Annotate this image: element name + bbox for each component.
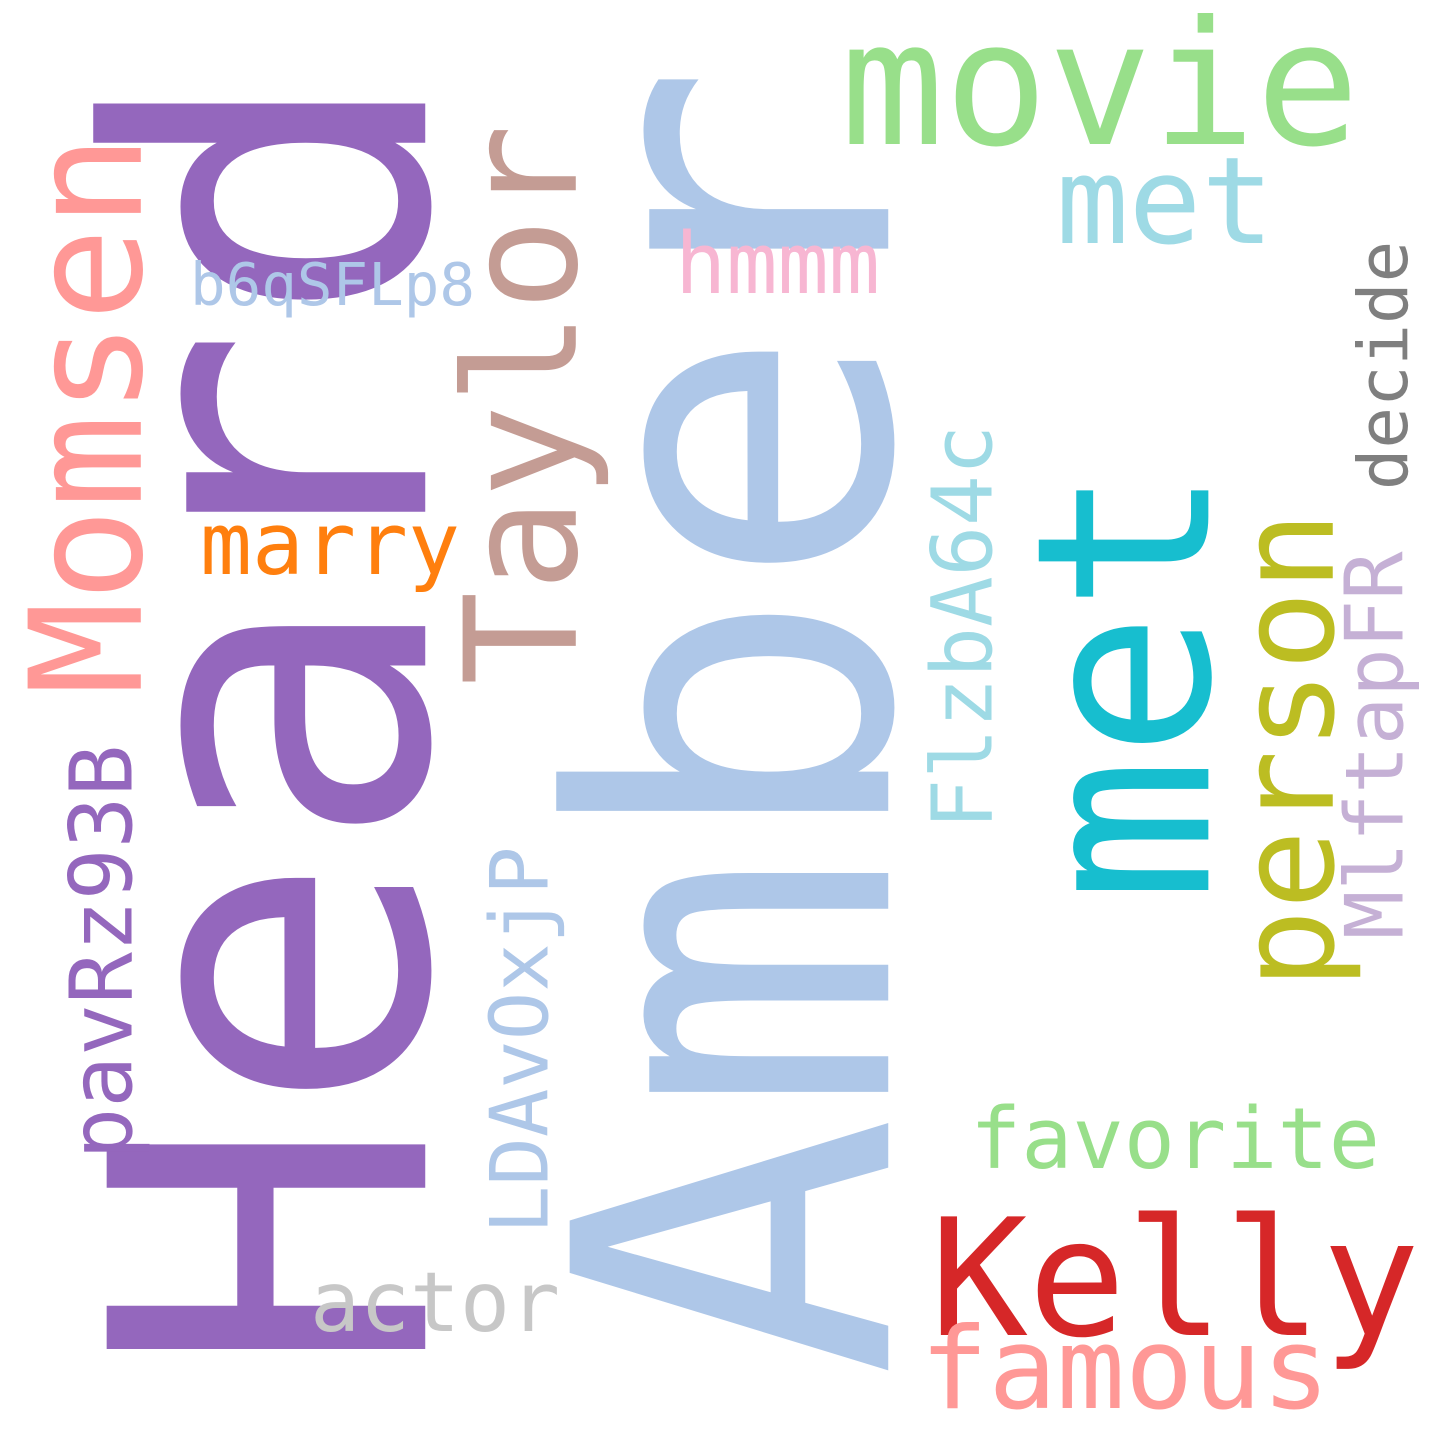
word-met-large: met	[984, 466, 1266, 904]
word-pavrz93b: pavRz93B	[52, 745, 153, 1160]
word-taylor: Taylor	[431, 124, 613, 686]
word-movie: movie	[840, 0, 1360, 185]
word-kelly: Kelly	[929, 1184, 1420, 1374]
word-b6qsflp8: b6qSFLp8	[190, 250, 475, 320]
word-momsen: Momsen	[0, 134, 178, 696]
word-mlftapfr: MlftapFR	[1327, 551, 1422, 939]
word-famous: famous	[920, 1303, 1330, 1436]
word-flzba64c: FlzbA64c	[913, 425, 1012, 830]
word-actor: actor	[310, 1253, 560, 1351]
word-decide: decide	[1344, 240, 1425, 490]
word-met-small: met	[1055, 132, 1275, 273]
word-hmmm: hmmm	[675, 215, 880, 315]
word-marry: marry	[200, 494, 460, 595]
word-ldavoxjp: LDAvOxjP	[472, 846, 567, 1234]
word-favorite: favorite	[970, 1090, 1380, 1190]
